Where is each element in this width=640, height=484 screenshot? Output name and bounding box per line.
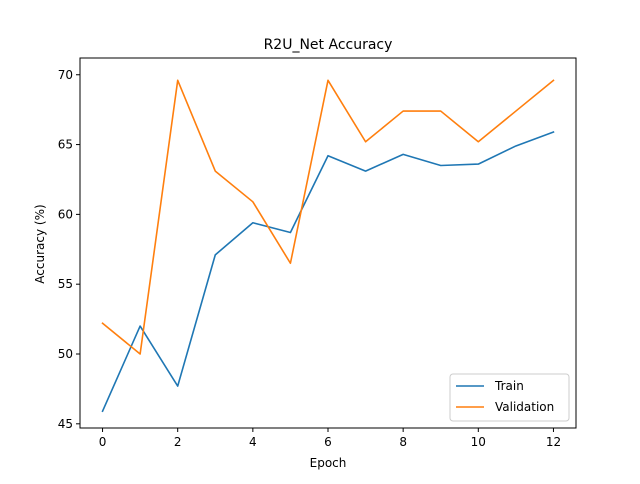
x-axis-label: Epoch bbox=[310, 456, 347, 470]
x-axis-ticks: 0 2 4 6 8 10 12 bbox=[99, 428, 561, 449]
y-tick-label: 60 bbox=[58, 207, 73, 221]
y-tick-label: 65 bbox=[58, 138, 73, 152]
x-tick-label: 0 bbox=[99, 435, 107, 449]
y-tick-label: 55 bbox=[58, 277, 73, 291]
y-axis-label: Accuracy (%) bbox=[33, 204, 47, 283]
chart-title: R2U_Net Accuracy bbox=[264, 37, 393, 53]
legend: Train Validation bbox=[449, 373, 570, 422]
y-axis-ticks: 45 50 55 60 65 70 bbox=[58, 68, 80, 431]
x-tick-label: 12 bbox=[546, 435, 561, 449]
y-tick-label: 45 bbox=[58, 417, 73, 431]
legend-label-validation: Validation bbox=[495, 400, 554, 414]
legend-label-train: Train bbox=[494, 379, 524, 393]
x-tick-label: 2 bbox=[174, 435, 182, 449]
plot-frame bbox=[79, 57, 577, 429]
series-line-train bbox=[101, 130, 555, 413]
x-tick-label: 8 bbox=[399, 435, 407, 449]
series-line-validation bbox=[101, 79, 555, 355]
y-tick-label: 50 bbox=[58, 347, 73, 361]
x-tick-label: 6 bbox=[324, 435, 332, 449]
y-tick-label: 70 bbox=[58, 68, 73, 82]
x-tick-label: 10 bbox=[471, 435, 486, 449]
x-tick-label: 4 bbox=[249, 435, 257, 449]
series-layer bbox=[101, 79, 555, 413]
